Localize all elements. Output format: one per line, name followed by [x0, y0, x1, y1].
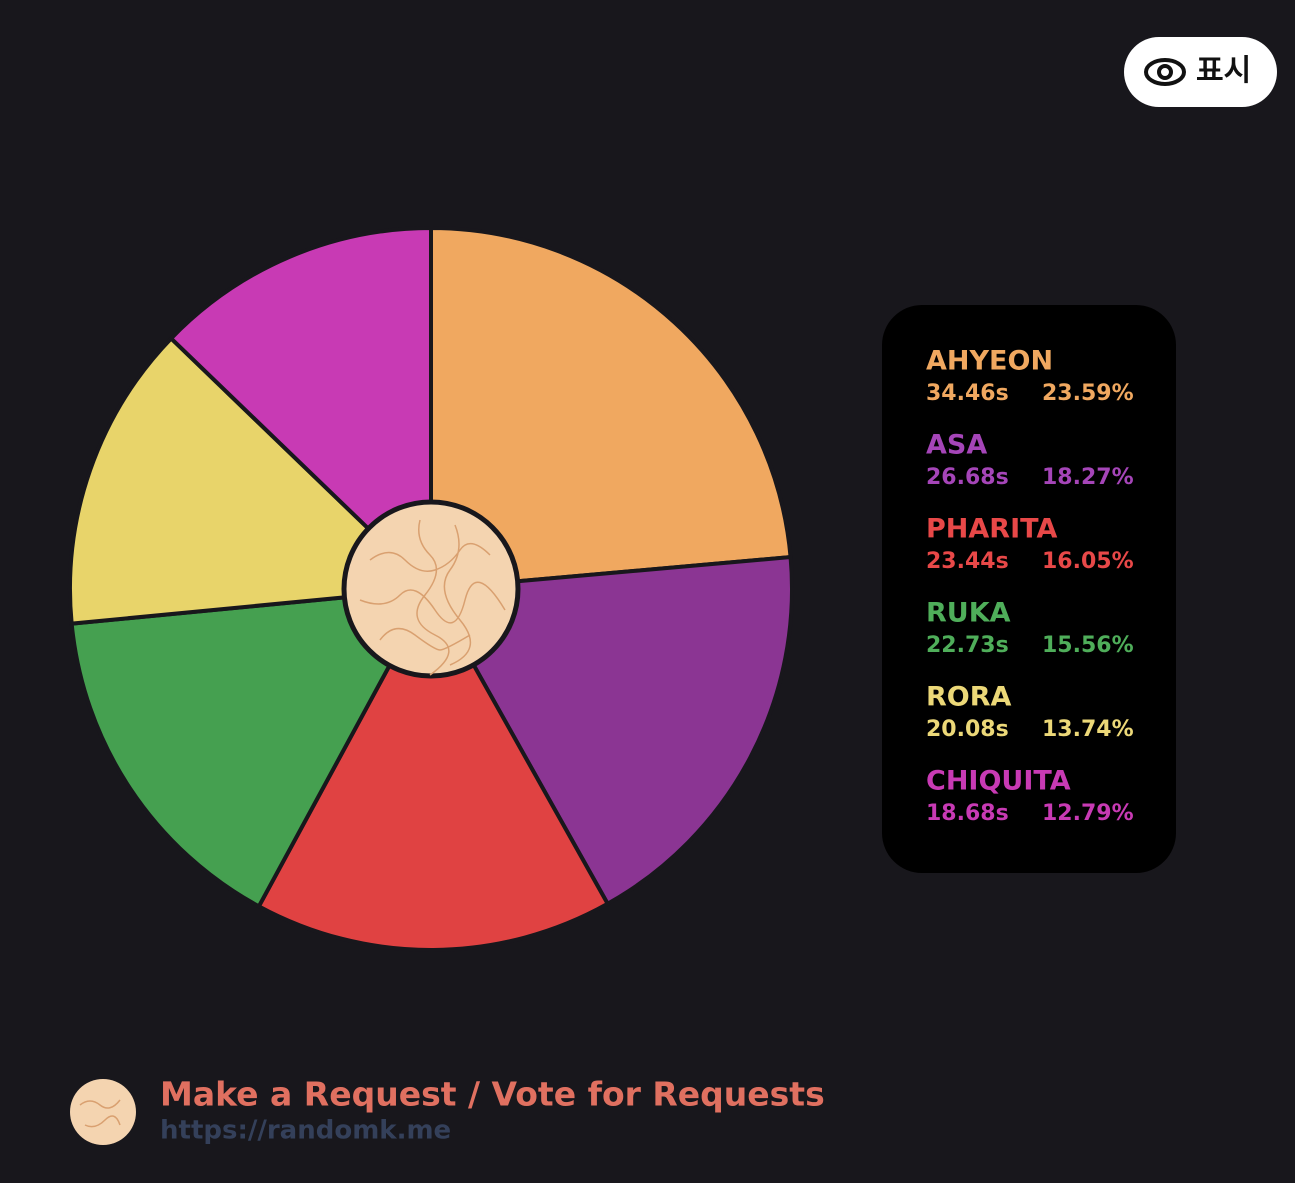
footer-title[interactable]: Make a Request / Vote for Requests [160, 1075, 825, 1114]
legend-name: RUKA [926, 598, 1011, 629]
legend-duration: 26.68s [926, 465, 1009, 490]
legend-name: ASA [926, 430, 987, 461]
pie [68, 225, 794, 952]
pie-slice [256, 584, 611, 952]
footer-url[interactable]: https://randomk.me [160, 1116, 451, 1146]
hub [341, 499, 521, 679]
legend-name: RORA [926, 682, 1012, 713]
button-label[interactable]: 표시 [1196, 54, 1251, 89]
pie-slice [168, 225, 433, 594]
footer: Make a Request / Vote for Requests https… [70, 1075, 825, 1146]
legend-percent: 23.59% [1042, 381, 1134, 406]
legend-name: AHYEON [926, 346, 1053, 377]
legend-percent: 16.05% [1042, 549, 1134, 574]
legend-name: CHIQUITA [926, 766, 1071, 797]
legend-percent: 12.79% [1042, 801, 1134, 826]
legend-box [882, 305, 1176, 873]
legend-duration: 23.44s [926, 549, 1009, 574]
legend-percent: 15.56% [1042, 633, 1134, 658]
pie-slice [68, 335, 436, 626]
pie-slice [427, 554, 794, 907]
pie-slice [69, 586, 435, 910]
legend-name: PHARITA [926, 514, 1057, 545]
legend-percent: 13.74% [1042, 717, 1134, 742]
legend-duration: 18.68s [926, 801, 1009, 826]
legend-duration: 22.73s [926, 633, 1009, 658]
legend: AHYEON 34.46s 23.59% ASA 26.68s 18.27% PHARITA… [926, 346, 1134, 827]
show-button[interactable]: 표시 [1124, 37, 1277, 107]
legend-duration: 34.46s [926, 381, 1009, 406]
legend-duration: 20.08s [926, 717, 1009, 742]
pie-slice [429, 225, 793, 592]
legend-percent: 18.27% [1042, 465, 1134, 490]
